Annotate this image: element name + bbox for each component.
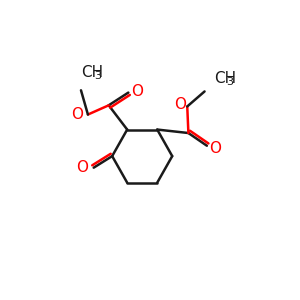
Text: O: O (131, 84, 143, 99)
Text: CH: CH (81, 65, 103, 80)
Text: O: O (174, 97, 186, 112)
Text: 3: 3 (94, 71, 101, 81)
Text: O: O (71, 107, 83, 122)
Text: O: O (209, 140, 221, 155)
Text: O: O (76, 160, 88, 175)
Text: CH: CH (214, 71, 236, 86)
Text: 3: 3 (226, 77, 233, 87)
